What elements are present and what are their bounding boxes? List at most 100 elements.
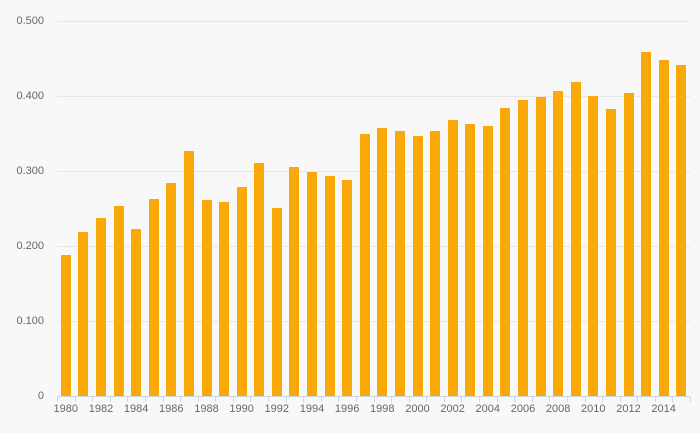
x-axis-tick xyxy=(637,397,639,402)
y-axis-label: 0 xyxy=(37,390,44,402)
bar-2008 xyxy=(553,91,564,396)
bar-2000 xyxy=(412,136,423,396)
bar-1999 xyxy=(394,131,405,396)
y-axis-label: 0.100 xyxy=(16,315,44,327)
x-axis-label: 1994 xyxy=(299,403,325,415)
x-axis-label: 2002 xyxy=(440,403,465,415)
x-axis-tick xyxy=(180,397,182,402)
bar-2012 xyxy=(623,93,634,396)
x-axis-label: 1988 xyxy=(194,403,219,415)
x-axis-label: 2012 xyxy=(616,403,641,415)
y-axis-label: 0.400 xyxy=(16,90,44,102)
bar-1992 xyxy=(271,208,282,396)
bar-2014 xyxy=(658,60,669,396)
x-axis-tick xyxy=(197,397,199,402)
x-axis-tick xyxy=(285,397,287,402)
x-axis-tick xyxy=(92,397,94,402)
x-axis-tick xyxy=(109,397,111,402)
x-axis-label: 1998 xyxy=(370,403,395,415)
bar-2004 xyxy=(482,126,493,396)
bar-1997 xyxy=(359,134,370,396)
bar-2010 xyxy=(588,96,599,396)
x-axis-label: 1984 xyxy=(123,403,149,415)
x-axis-label: 1980 xyxy=(53,403,79,415)
bar-1980 xyxy=(60,255,71,396)
x-axis-tick xyxy=(268,397,269,402)
x-axis-tick xyxy=(355,397,357,402)
bar-2009 xyxy=(570,82,581,396)
x-axis-tick xyxy=(74,397,76,402)
x-axis-tick xyxy=(426,397,428,402)
bar-2013 xyxy=(641,52,651,396)
bar-1981 xyxy=(78,232,89,396)
bar-1998 xyxy=(377,128,388,396)
x-axis-tick xyxy=(57,397,58,402)
x-axis-label: 1990 xyxy=(229,403,254,415)
bar-1991 xyxy=(254,163,265,396)
x-axis-tick xyxy=(338,397,340,402)
bar-2005 xyxy=(500,108,511,396)
x-axis-label: 2006 xyxy=(510,403,536,415)
bar-1982 xyxy=(96,218,106,396)
bar-1985 xyxy=(148,199,159,396)
x-axis-tick xyxy=(602,397,604,402)
bar-1990 xyxy=(236,187,247,396)
x-axis-label: 2010 xyxy=(581,403,606,415)
bar-1994 xyxy=(307,172,317,396)
bar-2011 xyxy=(605,109,616,396)
x-axis-tick xyxy=(391,397,393,402)
x-axis-tick xyxy=(496,397,498,402)
x-axis-tick xyxy=(549,397,551,402)
bar-1989 xyxy=(219,202,229,396)
bar-1993 xyxy=(289,167,300,396)
x-axis-tick xyxy=(690,397,691,402)
y-axis-label: 0.500 xyxy=(16,15,44,27)
x-axis-tick xyxy=(584,397,586,402)
x-axis-label: 1982 xyxy=(88,403,114,415)
bar-1986 xyxy=(166,183,177,396)
x-axis-label: 2004 xyxy=(475,403,501,415)
y-axis-label: 0.200 xyxy=(16,240,44,252)
bar-1996 xyxy=(342,180,353,396)
x-axis-tick xyxy=(531,397,533,402)
y-gridline xyxy=(57,20,690,22)
bar-2015 xyxy=(676,65,687,396)
x-axis-tick xyxy=(232,397,234,402)
x-axis-tick xyxy=(250,397,252,402)
x-axis-tick xyxy=(619,397,621,402)
x-axis-tick xyxy=(373,397,375,402)
x-axis-tick xyxy=(479,397,480,402)
x-axis-tick xyxy=(566,397,568,402)
bar-2001 xyxy=(430,131,440,396)
y-axis-label: 0.300 xyxy=(16,165,44,177)
x-axis-tick xyxy=(443,397,445,402)
x-axis-label: 2000 xyxy=(405,403,430,415)
x-axis-label: 1992 xyxy=(264,403,290,415)
x-axis-label: 2014 xyxy=(651,403,676,415)
x-axis-tick xyxy=(320,397,322,402)
bar-2003 xyxy=(465,124,476,396)
x-axis-label: 1996 xyxy=(334,403,360,415)
x-axis-tick xyxy=(461,397,463,402)
x-axis-tick xyxy=(144,397,146,402)
x-axis-tick xyxy=(672,397,674,402)
x-axis-tick xyxy=(127,397,129,402)
x-axis-tick xyxy=(514,397,516,402)
bar-2006 xyxy=(518,100,528,396)
bar-1987 xyxy=(183,151,194,396)
x-axis-line xyxy=(57,396,690,397)
x-axis-tick xyxy=(162,397,164,402)
bar-1988 xyxy=(201,200,212,396)
bar-2007 xyxy=(535,97,546,396)
x-axis-tick xyxy=(215,397,217,402)
x-axis-tick xyxy=(303,397,305,402)
bar-1995 xyxy=(324,176,335,396)
x-axis-tick xyxy=(408,397,410,402)
bar-2002 xyxy=(447,120,458,396)
x-axis-label: 2008 xyxy=(545,403,571,415)
x-axis-tick xyxy=(654,397,656,402)
bar-1984 xyxy=(131,229,142,396)
x-axis-label: 1986 xyxy=(159,403,184,415)
bar-1983 xyxy=(113,206,124,396)
